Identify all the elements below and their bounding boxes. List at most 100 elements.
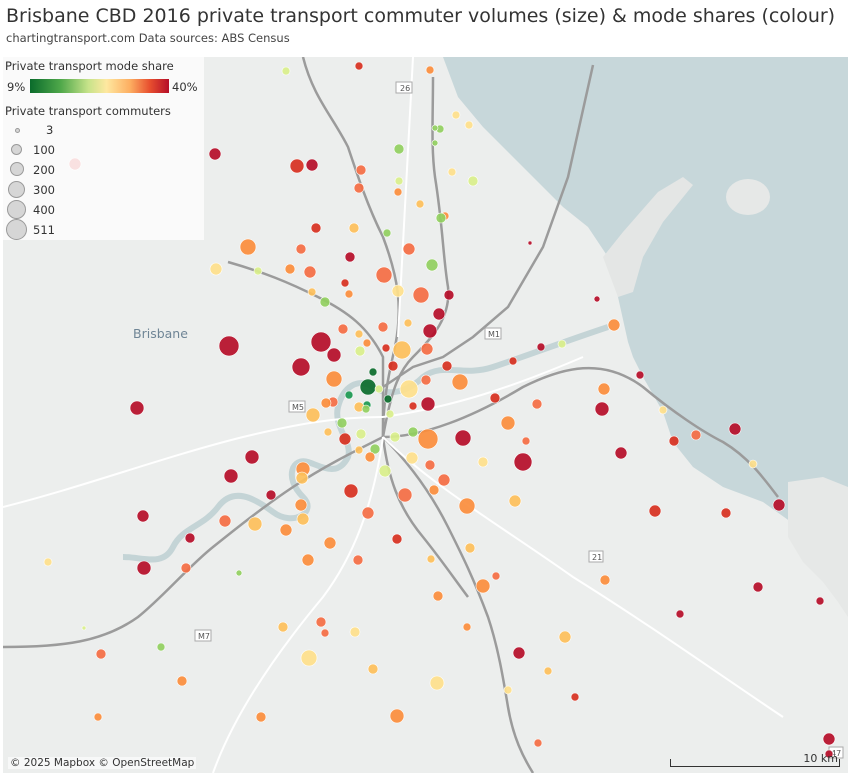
commuter-bubble[interactable] (500, 415, 516, 431)
commuter-bubble[interactable] (247, 516, 263, 532)
commuter-bubble[interactable] (355, 428, 367, 440)
commuter-bubble[interactable] (348, 222, 360, 234)
commuter-bubble[interactable] (614, 446, 628, 460)
commuter-bubble[interactable] (361, 506, 375, 520)
commuter-bubble[interactable] (422, 323, 438, 339)
commuter-bubble[interactable] (378, 464, 392, 478)
commuter-bubble[interactable] (218, 335, 240, 357)
commuter-bubble[interactable] (129, 400, 145, 416)
commuter-bubble[interactable] (265, 489, 277, 501)
commuter-bubble[interactable] (209, 262, 223, 276)
commuter-bubble[interactable] (464, 542, 476, 554)
commuter-bubble[interactable] (336, 417, 348, 429)
commuter-bubble[interactable] (387, 360, 399, 372)
commuter-bubble[interactable] (95, 648, 107, 660)
commuter-bubble[interactable] (349, 626, 361, 638)
commuter-bubble[interactable] (368, 367, 378, 377)
commuter-bubble[interactable] (815, 596, 825, 606)
commuter-bubble[interactable] (279, 523, 293, 537)
commuter-bubble[interactable] (307, 287, 317, 297)
map-canvas[interactable]: 26 M1 M5 21 M7 47 Brisbane (3, 57, 848, 773)
commuter-bubble[interactable] (361, 404, 371, 414)
commuter-bubble[interactable] (402, 242, 416, 256)
commuter-bubble[interactable] (570, 692, 580, 702)
commuter-bubble[interactable] (218, 514, 232, 528)
commuter-bubble[interactable] (344, 289, 354, 299)
commuter-bubble[interactable] (344, 251, 356, 263)
commuter-bubble[interactable] (354, 329, 364, 339)
commuter-bubble[interactable] (417, 428, 439, 450)
commuter-bubble[interactable] (352, 554, 364, 566)
commuter-bubble[interactable] (822, 732, 836, 746)
commuter-bubble[interactable] (658, 405, 668, 415)
commuter-bubble[interactable] (253, 266, 263, 276)
commuter-bubble[interactable] (428, 484, 440, 496)
commuter-bubble[interactable] (136, 509, 150, 523)
commuter-bubble[interactable] (235, 569, 243, 577)
commuter-bubble[interactable] (382, 228, 392, 238)
commuter-bubble[interactable] (407, 426, 419, 438)
commuter-bubble[interactable] (374, 384, 384, 394)
commuter-bubble[interactable] (536, 342, 546, 352)
commuter-bubble[interactable] (648, 504, 662, 518)
commuter-bubble[interactable] (393, 143, 405, 155)
commuter-bubble[interactable] (255, 711, 267, 723)
commuter-bubble[interactable] (392, 340, 412, 360)
commuter-bubble[interactable] (180, 562, 192, 574)
commuter-bubble[interactable] (385, 409, 395, 419)
commuter-bubble[interactable] (772, 498, 786, 512)
commuter-bubble[interactable] (752, 581, 764, 593)
commuter-bubble[interactable] (284, 263, 296, 275)
commuter-bubble[interactable] (690, 429, 702, 441)
commuter-bubble[interactable] (340, 278, 350, 288)
commuter-bubble[interactable] (136, 560, 152, 576)
commuter-bubble[interactable] (593, 295, 601, 303)
commuter-bubble[interactable] (748, 459, 758, 469)
commuter-bubble[interactable] (326, 347, 342, 363)
commuter-bubble[interactable] (81, 625, 87, 631)
map-view[interactable]: 26 M1 M5 21 M7 47 Brisbane Private trans… (3, 57, 848, 773)
commuter-bubble[interactable] (425, 65, 435, 75)
commuter-bubble[interactable] (320, 628, 330, 638)
commuter-bubble[interactable] (441, 360, 453, 372)
commuter-bubble[interactable] (403, 318, 413, 328)
commuter-bubble[interactable] (557, 339, 567, 349)
commuter-bubble[interactable] (489, 392, 501, 404)
commuter-bubble[interactable] (389, 431, 401, 443)
commuter-bubble[interactable] (391, 284, 405, 298)
commuter-bubble[interactable] (277, 621, 289, 633)
commuter-bubble[interactable] (301, 553, 315, 567)
commuter-bubble[interactable] (323, 427, 333, 437)
commuter-bubble[interactable] (405, 451, 419, 465)
commuter-bubble[interactable] (391, 533, 403, 545)
commuter-bubble[interactable] (599, 574, 611, 586)
commuter-bubble[interactable] (420, 342, 434, 356)
commuter-bubble[interactable] (533, 738, 543, 748)
commuter-bubble[interactable] (369, 443, 381, 455)
commuter-bubble[interactable] (458, 497, 476, 515)
commuter-bubble[interactable] (289, 158, 305, 174)
commuter-bubble[interactable] (323, 536, 337, 550)
commuter-bubble[interactable] (354, 345, 366, 357)
commuter-bubble[interactable] (508, 494, 522, 508)
map-attribution[interactable]: © 2025 Mapbox © OpenStreetMap (8, 757, 197, 769)
commuter-bubble[interactable] (597, 382, 611, 396)
commuter-bubble[interactable] (156, 642, 166, 652)
commuter-bubble[interactable] (315, 616, 327, 628)
commuter-bubble[interactable] (824, 749, 834, 759)
commuter-bubble[interactable] (303, 265, 317, 279)
commuter-bubble[interactable] (508, 356, 518, 366)
commuter-bubble[interactable] (431, 124, 439, 132)
commuter-bubble[interactable] (558, 630, 572, 644)
commuter-bubble[interactable] (364, 451, 376, 463)
commuter-bubble[interactable] (389, 708, 405, 724)
commuter-bubble[interactable] (359, 378, 377, 396)
commuter-bubble[interactable] (319, 296, 331, 308)
commuter-bubble[interactable] (475, 578, 491, 594)
commuter-bubble[interactable] (594, 401, 610, 417)
commuter-bubble[interactable] (477, 456, 489, 468)
commuter-bubble[interactable] (491, 571, 501, 581)
commuter-bubble[interactable] (412, 286, 430, 304)
commuter-bubble[interactable] (208, 147, 222, 161)
commuter-bubble[interactable] (310, 331, 332, 353)
